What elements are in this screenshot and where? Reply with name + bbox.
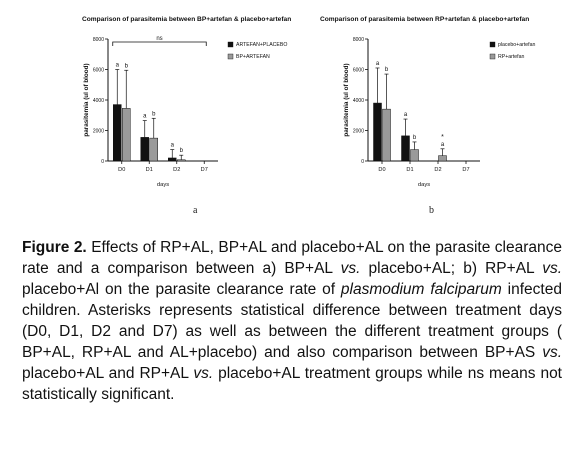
chart-a: Comparison of parasitemia between BP+art… [82, 16, 291, 188]
bar [140, 137, 149, 162]
y-tick-label: 6000 [93, 68, 104, 74]
legend-swatch [227, 41, 234, 48]
legend-swatch [227, 53, 234, 60]
caption-part: Effects of RP+AL, BP+AL and placebo+AL o… [22, 239, 562, 277]
chart-title: Comparison of parasitemia between BP+art… [82, 16, 291, 23]
legend-label: placebo+artefan [498, 42, 535, 48]
bar [122, 108, 131, 162]
panel-label-a: a [193, 205, 198, 216]
legend-swatch [489, 53, 496, 60]
significance-star: * [441, 134, 444, 141]
x-tick-label: D1 [406, 167, 413, 173]
significance-letter: b [413, 135, 417, 141]
caption-part: infected children. Asterisks represents … [22, 281, 562, 361]
caption-part: vs. [340, 260, 361, 277]
significance-letter: a [441, 142, 445, 148]
significance-letter: b [152, 111, 156, 117]
y-axis-label: parasitemia (ul of blood) [83, 63, 90, 136]
significance-letter: a [376, 61, 380, 67]
caption-part: placebo+AL and RP+AL [22, 365, 194, 382]
bar [113, 104, 122, 162]
significance-letter: a [116, 63, 120, 69]
x-tick-label: D7 [462, 167, 469, 173]
caption-part: vs. [542, 260, 563, 277]
y-tick-label: 4000 [353, 98, 364, 104]
legend-label: ARTEFAN+PLACEBO [236, 42, 287, 48]
bar [401, 135, 410, 162]
x-tick-label: D2 [173, 167, 180, 173]
significance-bracket [112, 41, 207, 46]
chart-panel-a: Comparison of parasitemia between BP+art… [80, 12, 310, 192]
caption-part: plasmodium falciparum [340, 281, 502, 298]
significance-letter: b [125, 63, 129, 69]
y-tick-label: 8000 [353, 37, 364, 43]
caption-part: vs. [542, 344, 562, 361]
significance-letter: b [180, 148, 184, 154]
panel-label-b: b [429, 205, 434, 216]
significance-label: ns [156, 36, 162, 42]
legend-label: RP+artefan [498, 54, 525, 60]
significance-letter: a [143, 114, 147, 120]
significance-letter: b [385, 67, 389, 73]
caption-part: placebo+AL treatment groups while ns mea… [22, 365, 562, 403]
caption-part: vs. [193, 365, 214, 382]
caption-part: placebo+Al on the parasite clearance rat… [22, 281, 341, 298]
x-tick-label: D1 [146, 167, 153, 173]
bar [382, 108, 391, 162]
significance-letter: a [171, 143, 175, 149]
y-axis-label: parasitemia (ul of blood) [343, 63, 350, 136]
bar [410, 149, 419, 162]
y-tick-label: 2000 [353, 129, 364, 135]
bar [177, 159, 186, 162]
x-axis-label: days [418, 182, 430, 188]
chart-title: Comparison of parasitemia between RP+art… [320, 16, 529, 23]
y-tick-label: 4000 [93, 98, 104, 104]
caption-body: Effects of RP+AL, BP+AL and placebo+AL o… [22, 239, 562, 403]
chart-panel-b: Comparison of parasitemia between RP+art… [320, 12, 560, 192]
x-axis-label: days [157, 182, 169, 188]
x-tick-label: D2 [434, 167, 441, 173]
y-tick-label: 2000 [93, 129, 104, 135]
legend-label: BP+ARTEFAN [236, 54, 270, 60]
x-tick-label: D7 [201, 167, 208, 173]
bar [168, 157, 177, 162]
chart-b: Comparison of parasitemia between RP+art… [320, 16, 535, 188]
y-tick-label: 0 [361, 159, 364, 165]
caption-part: placebo+AL; b) RP+AL [360, 260, 543, 277]
x-tick-label: D0 [378, 167, 385, 173]
x-tick-label: D0 [118, 167, 125, 173]
figure-caption: Figure 2. Effects of RP+AL, BP+AL and pl… [22, 237, 562, 405]
y-tick-label: 6000 [353, 68, 364, 74]
y-tick-label: 0 [101, 159, 104, 165]
y-tick-label: 8000 [93, 37, 104, 43]
significance-letter: a [404, 112, 408, 118]
bar [438, 155, 447, 162]
caption-label: Figure 2. [22, 239, 87, 256]
legend-swatch [489, 41, 496, 48]
bar [373, 102, 382, 162]
bar [149, 137, 158, 162]
